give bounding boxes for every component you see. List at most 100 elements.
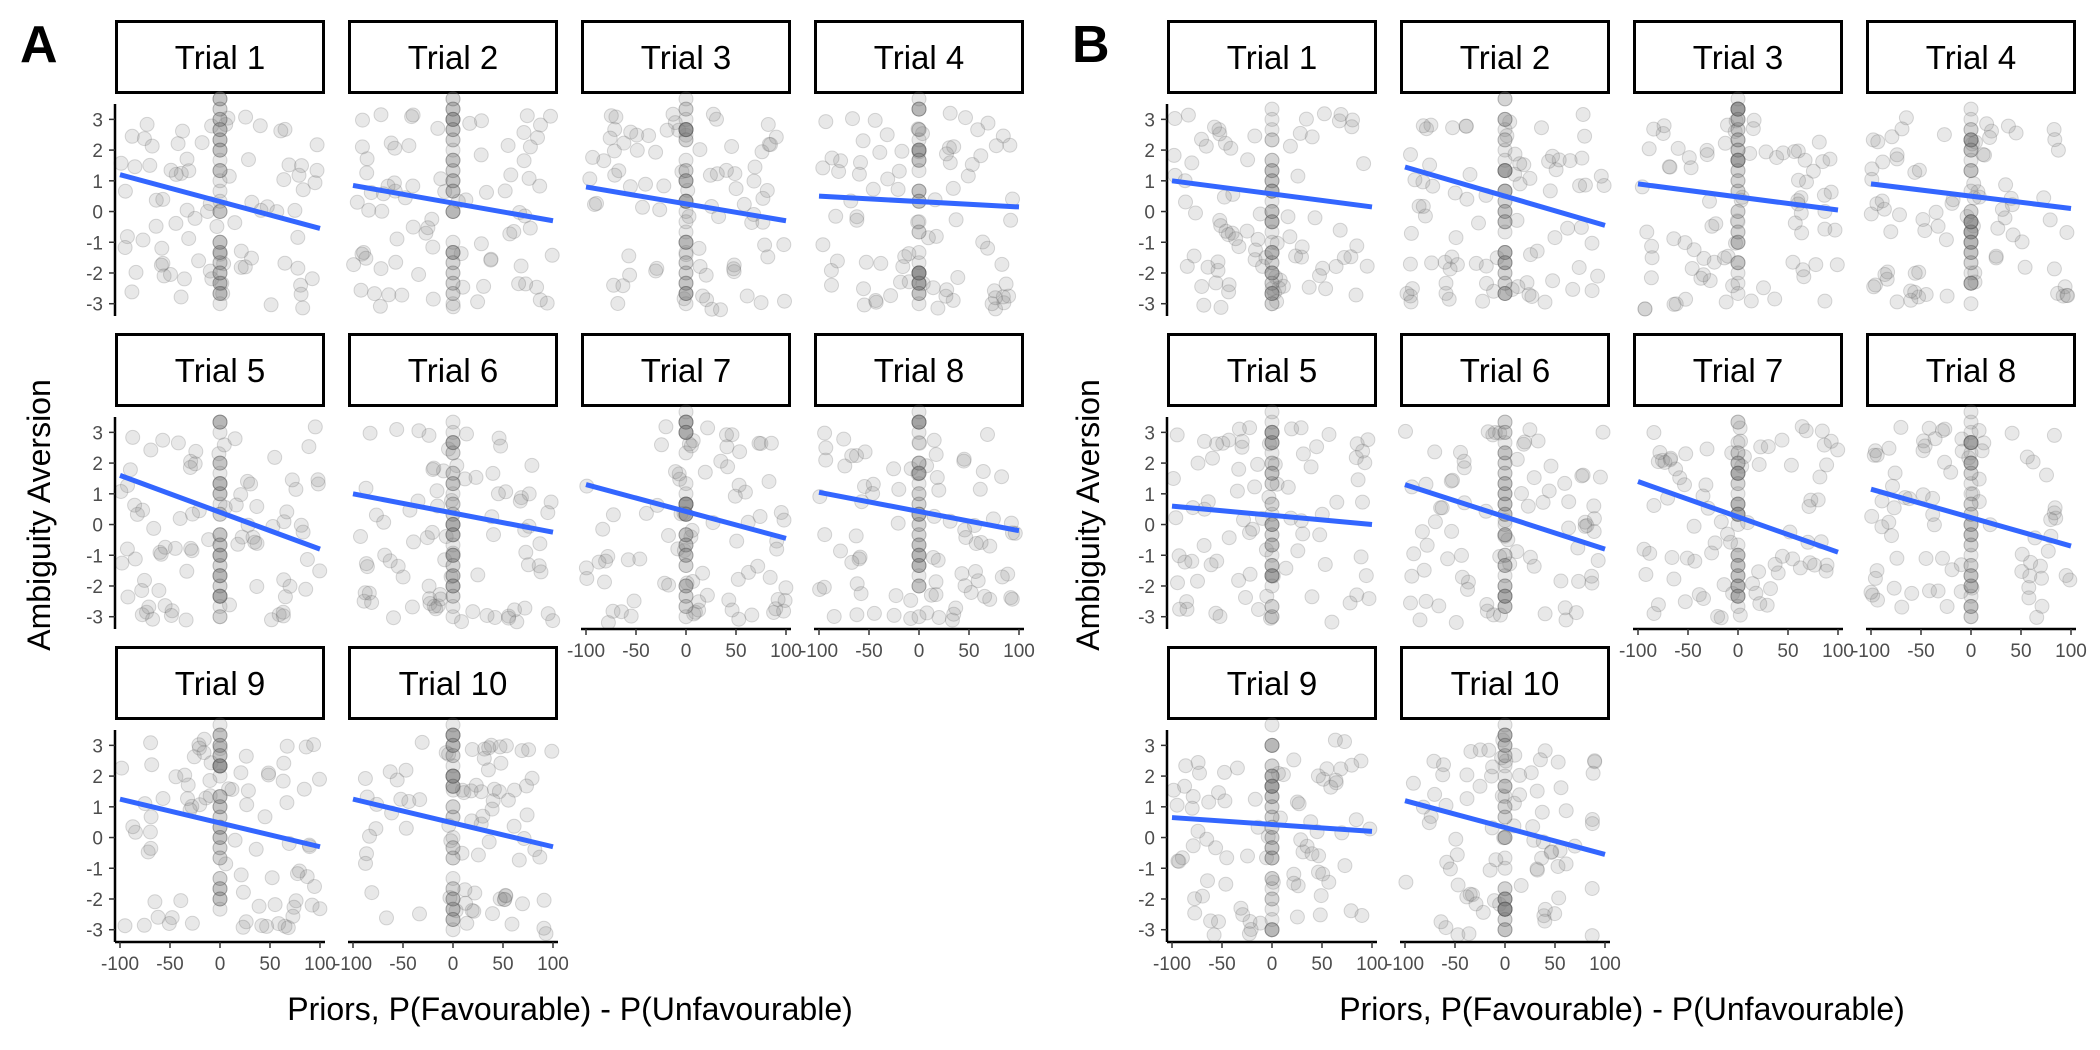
- data-point: [1427, 514, 1443, 530]
- data-point: [192, 797, 208, 813]
- data-point: [1730, 476, 1746, 492]
- data-point: [212, 101, 228, 117]
- data-point: [1242, 525, 1257, 541]
- data-point: [191, 253, 207, 269]
- data-point: [777, 293, 792, 309]
- data-point: [212, 122, 228, 138]
- data-point: [768, 129, 784, 145]
- data-point: [1272, 272, 1288, 288]
- data-point: [191, 740, 207, 756]
- data-point: [1584, 928, 1600, 944]
- data-point: [1646, 121, 1662, 137]
- data-point: [445, 768, 461, 784]
- data-point: [468, 469, 484, 485]
- data-point: [1512, 787, 1528, 803]
- data-point: [445, 435, 461, 451]
- data-point: [1963, 132, 1979, 148]
- data-point: [425, 239, 441, 255]
- data-point: [1867, 570, 1883, 586]
- data-point: [1264, 296, 1280, 312]
- data-point: [1678, 291, 1694, 307]
- data-point: [406, 534, 421, 550]
- data-point: [1264, 163, 1280, 179]
- data-point: [659, 122, 675, 138]
- data-point: [139, 604, 154, 620]
- x-tick-label: -50: [156, 954, 183, 975]
- data-point: [1498, 753, 1514, 769]
- data-point: [1730, 132, 1746, 148]
- data-point: [362, 425, 378, 441]
- data-point: [445, 101, 461, 117]
- data-point: [760, 117, 776, 132]
- data-point: [1328, 775, 1344, 791]
- data-point: [911, 435, 927, 451]
- data-point: [1312, 527, 1328, 543]
- data-point: [1729, 213, 1745, 229]
- y-tick-label: 1: [92, 172, 103, 193]
- data-point: [1468, 255, 1484, 271]
- data-point: [1497, 142, 1513, 158]
- data-point: [1231, 461, 1247, 477]
- data-point: [1264, 871, 1280, 886]
- data-point: [361, 202, 377, 218]
- data-point: [1212, 126, 1228, 142]
- y-tick-label: 1: [1144, 798, 1155, 819]
- data-point: [445, 517, 461, 532]
- data-point: [1922, 583, 1937, 599]
- data-point: [1264, 737, 1280, 753]
- data-point: [445, 891, 461, 907]
- data-point: [1497, 558, 1513, 573]
- data-point: [678, 578, 694, 594]
- data-point: [968, 536, 984, 551]
- data-point: [1964, 580, 1980, 596]
- data-point: [356, 245, 372, 260]
- data-point: [1879, 271, 1895, 287]
- data-point: [773, 505, 789, 520]
- data-point: [1264, 778, 1280, 794]
- data-point: [1497, 912, 1513, 927]
- data-point: [818, 452, 834, 468]
- data-point: [1497, 901, 1513, 917]
- x-tick-label: -100: [1386, 954, 1424, 975]
- data-point: [1537, 606, 1553, 622]
- data-point: [931, 610, 947, 625]
- data-point: [1497, 132, 1513, 148]
- data-point: [394, 287, 410, 303]
- facet-strip: [1400, 646, 1610, 720]
- data-point: [533, 117, 548, 133]
- data-point: [1201, 794, 1217, 810]
- data-point: [678, 476, 694, 492]
- data-point: [1497, 496, 1513, 512]
- data-point: [163, 267, 178, 282]
- data-point: [678, 486, 694, 502]
- data-point: [1561, 494, 1577, 510]
- data-point: [476, 750, 492, 766]
- facet-a-trial-4: Trial 4: [814, 20, 1024, 317]
- data-point: [911, 455, 927, 471]
- data-point: [1264, 152, 1280, 168]
- data-point: [970, 122, 986, 138]
- data-point: [606, 143, 622, 159]
- data-point: [958, 110, 973, 126]
- data-point: [1208, 275, 1224, 291]
- data-point: [1650, 454, 1666, 470]
- data-point: [212, 414, 228, 430]
- data-point: [1264, 568, 1280, 584]
- data-point: [1280, 479, 1296, 495]
- data-point: [1497, 588, 1513, 604]
- data-point: [212, 547, 228, 563]
- data-point: [1485, 427, 1501, 443]
- data-point: [852, 549, 868, 565]
- data-point: [155, 191, 171, 207]
- scatter-points: [1398, 717, 1603, 944]
- data-point: [212, 881, 228, 897]
- data-point: [445, 901, 461, 917]
- data-point: [1716, 577, 1732, 593]
- data-point: [668, 464, 683, 480]
- data-point: [1982, 130, 1998, 145]
- data-point: [1497, 214, 1513, 230]
- data-point: [279, 738, 295, 754]
- data-point: [1497, 445, 1513, 461]
- data-point: [678, 152, 694, 168]
- data-point: [1329, 494, 1345, 510]
